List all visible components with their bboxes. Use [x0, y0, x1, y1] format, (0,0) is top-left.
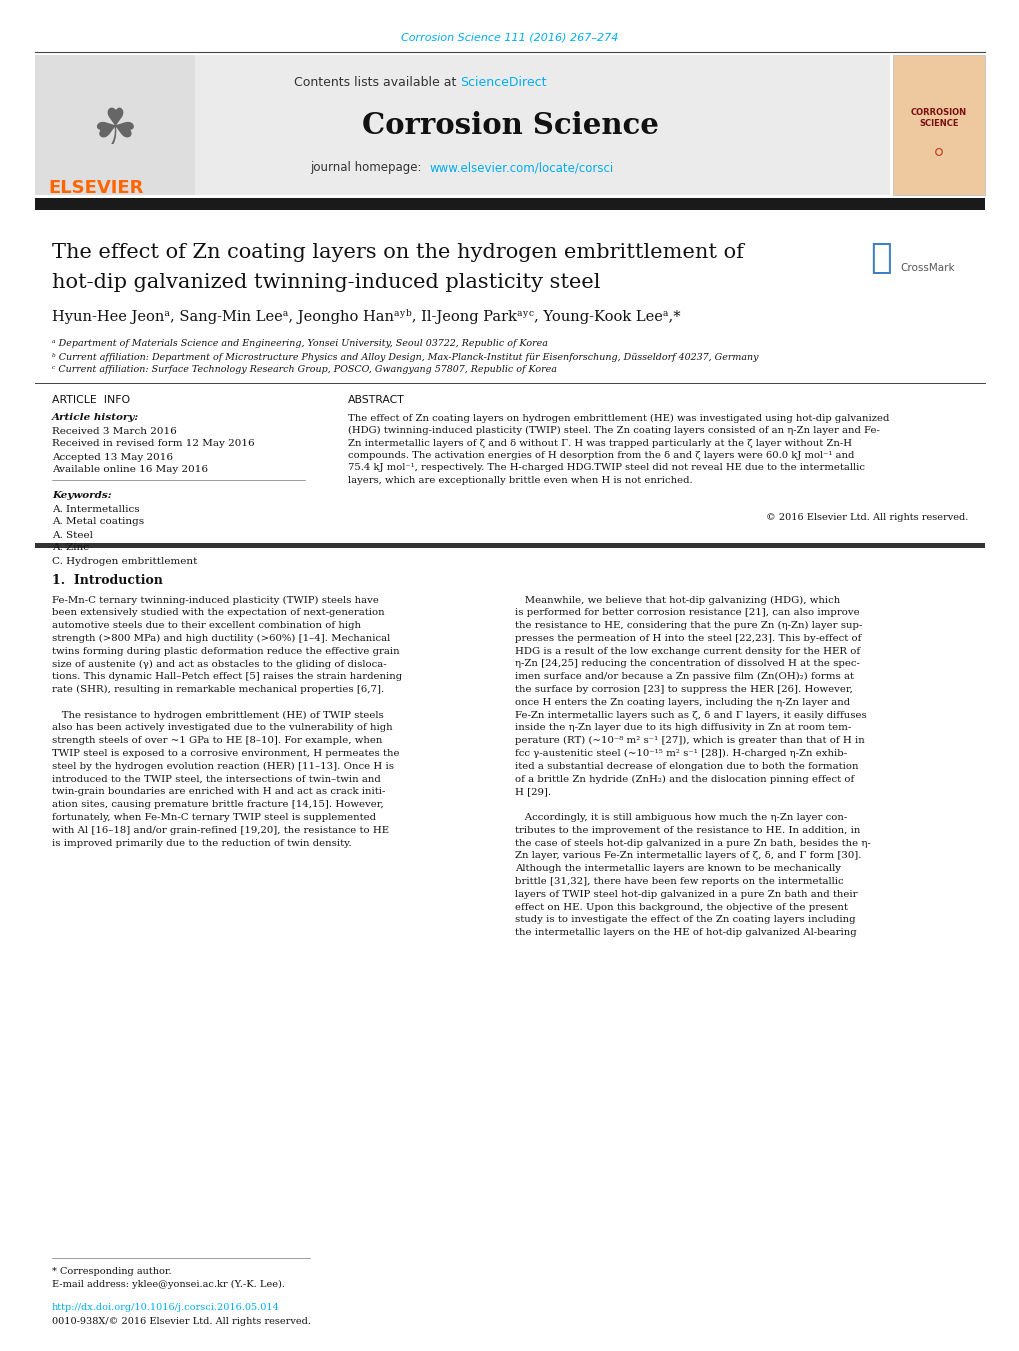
Text: http://dx.doi.org/10.1016/j.corsci.2016.05.014: http://dx.doi.org/10.1016/j.corsci.2016.…	[52, 1304, 279, 1313]
Text: of a brittle Zn hydride (ZnH₂) and the dislocation pinning effect of: of a brittle Zn hydride (ZnH₂) and the d…	[515, 774, 854, 784]
Text: journal homepage:: journal homepage:	[310, 162, 425, 174]
Text: also has been actively investigated due to the vulnerability of high: also has been actively investigated due …	[52, 724, 392, 732]
Text: the resistance to HE, considering that the pure Zn (η-Zn) layer sup-: the resistance to HE, considering that t…	[515, 621, 861, 630]
Text: compounds. The activation energies of H desorption from the δ and ζ layers were : compounds. The activation energies of H …	[347, 451, 854, 459]
Text: is performed for better corrosion resistance [21], can also improve: is performed for better corrosion resist…	[515, 608, 859, 617]
Text: fcc γ-austenitic steel (~10⁻¹⁵ m² s⁻¹ [28]). H-charged η-Zn exhib-: fcc γ-austenitic steel (~10⁻¹⁵ m² s⁻¹ [2…	[515, 748, 847, 758]
Text: size of austenite (γ) and act as obstacles to the gliding of disloca-: size of austenite (γ) and act as obstacl…	[52, 659, 386, 669]
FancyBboxPatch shape	[892, 55, 984, 195]
Text: twin-grain boundaries are enriched with H and act as crack initi-: twin-grain boundaries are enriched with …	[52, 788, 385, 797]
Text: ELSEVIER: ELSEVIER	[48, 178, 144, 197]
Text: Available online 16 May 2016: Available online 16 May 2016	[52, 466, 208, 474]
Text: Ⓡ: Ⓡ	[869, 240, 891, 276]
Text: ARTICLE  INFO: ARTICLE INFO	[52, 394, 130, 405]
Text: twins forming during plastic deformation reduce the effective grain: twins forming during plastic deformation…	[52, 647, 399, 655]
Text: inside the η-Zn layer due to its high diffusivity in Zn at room tem-: inside the η-Zn layer due to its high di…	[515, 724, 851, 732]
Text: ScienceDirect: ScienceDirect	[460, 76, 546, 89]
Text: Received in revised form 12 May 2016: Received in revised form 12 May 2016	[52, 439, 255, 449]
Text: perature (RT) (~10⁻⁸ m² s⁻¹ [27]), which is greater than that of H in: perature (RT) (~10⁻⁸ m² s⁻¹ [27]), which…	[515, 736, 864, 746]
Text: The effect of Zn coating layers on the hydrogen embrittlement of: The effect of Zn coating layers on the h…	[52, 242, 743, 262]
Text: tions. This dynamic Hall–Petch effect [5] raises the strain hardening: tions. This dynamic Hall–Petch effect [5…	[52, 673, 401, 681]
Text: introduced to the TWIP steel, the intersections of twin–twin and: introduced to the TWIP steel, the inters…	[52, 774, 380, 784]
Text: 75.4 kJ mol⁻¹, respectively. The H-charged HDG.TWIP steel did not reveal HE due : 75.4 kJ mol⁻¹, respectively. The H-charg…	[347, 463, 864, 473]
Text: steel by the hydrogen evolution reaction (HER) [11–13]. Once H is: steel by the hydrogen evolution reaction…	[52, 762, 393, 771]
Text: with Al [16–18] and/or grain-refined [19,20], the resistance to HE: with Al [16–18] and/or grain-refined [19…	[52, 825, 388, 835]
FancyBboxPatch shape	[35, 543, 984, 549]
Text: study is to investigate the effect of the Zn coating layers including: study is to investigate the effect of th…	[515, 916, 855, 924]
Text: Article history:: Article history:	[52, 413, 140, 423]
Text: automotive steels due to their excellent combination of high: automotive steels due to their excellent…	[52, 621, 361, 630]
Text: effect on HE. Upon this background, the objective of the present: effect on HE. Upon this background, the …	[515, 902, 847, 912]
FancyBboxPatch shape	[35, 55, 195, 195]
Text: Contents lists available at: Contents lists available at	[293, 76, 460, 89]
Text: Accordingly, it is still ambiguous how much the η-Zn layer con-: Accordingly, it is still ambiguous how m…	[515, 813, 847, 823]
Text: the intermetallic layers on the HE of hot-dip galvanized Al-bearing: the intermetallic layers on the HE of ho…	[515, 928, 856, 938]
Text: E-mail address: yklee@yonsei.ac.kr (Y.-K. Lee).: E-mail address: yklee@yonsei.ac.kr (Y.-K…	[52, 1279, 284, 1289]
Text: strength steels of over ~1 GPa to HE [8–10]. For example, when: strength steels of over ~1 GPa to HE [8–…	[52, 736, 382, 746]
Text: ᶜ Current affiliation: Surface Technology Research Group, POSCO, Gwangyang 57807: ᶜ Current affiliation: Surface Technolog…	[52, 366, 556, 374]
Text: layers of TWIP steel hot-dip galvanized in a pure Zn bath and their: layers of TWIP steel hot-dip galvanized …	[515, 890, 857, 898]
Text: The resistance to hydrogen embrittlement (HE) of TWIP steels: The resistance to hydrogen embrittlement…	[52, 711, 383, 720]
Text: A. Intermetallics: A. Intermetallics	[52, 504, 140, 513]
FancyBboxPatch shape	[35, 55, 890, 195]
Text: Although the intermetallic layers are known to be mechanically: Although the intermetallic layers are kn…	[515, 865, 841, 873]
Text: the surface by corrosion [23] to suppress the HER [26]. However,: the surface by corrosion [23] to suppres…	[515, 685, 852, 694]
Text: ᵃ Department of Materials Science and Engineering, Yonsei University, Seoul 0372: ᵃ Department of Materials Science and En…	[52, 339, 547, 349]
Text: ABSTRACT: ABSTRACT	[347, 394, 405, 405]
Text: A. Zinc: A. Zinc	[52, 543, 89, 553]
Text: Hyun-Hee Jeonᵃ, Sang-Min Leeᵃ, Jeongho Hanᵃʸᵇ, Il-Jeong Parkᵃʸᶜ, Young-Kook Leeᵃ: Hyun-Hee Jeonᵃ, Sang-Min Leeᵃ, Jeongho H…	[52, 308, 680, 323]
Text: A. Metal coatings: A. Metal coatings	[52, 517, 144, 527]
Text: is improved primarily due to the reduction of twin density.: is improved primarily due to the reducti…	[52, 839, 352, 847]
Text: C. Hydrogen embrittlement: C. Hydrogen embrittlement	[52, 557, 198, 566]
Text: Received 3 March 2016: Received 3 March 2016	[52, 427, 176, 435]
Text: TWIP steel is exposed to a corrosive environment, H permeates the: TWIP steel is exposed to a corrosive env…	[52, 748, 399, 758]
Text: Meanwhile, we believe that hot-dip galvanizing (HDG), which: Meanwhile, we believe that hot-dip galva…	[515, 596, 840, 604]
Text: A. Steel: A. Steel	[52, 531, 93, 539]
Text: HDG is a result of the low exchange current density for the HER of: HDG is a result of the low exchange curr…	[515, 647, 859, 655]
Text: once H enters the Zn coating layers, including the η-Zn layer and: once H enters the Zn coating layers, inc…	[515, 698, 849, 707]
Text: brittle [31,32], there have been few reports on the intermetallic: brittle [31,32], there have been few rep…	[515, 877, 843, 886]
Text: tributes to the improvement of the resistance to HE. In addition, in: tributes to the improvement of the resis…	[515, 825, 860, 835]
Text: fortunately, when Fe-Mn-C ternary TWIP steel is supplemented: fortunately, when Fe-Mn-C ternary TWIP s…	[52, 813, 376, 823]
Text: The effect of Zn coating layers on hydrogen embrittlement (HE) was investigated : The effect of Zn coating layers on hydro…	[347, 413, 889, 423]
Text: ᵇ Current affiliation: Department of Microstructure Physics and Alloy Design, Ma: ᵇ Current affiliation: Department of Mic…	[52, 353, 758, 362]
Text: been extensively studied with the expectation of next-generation: been extensively studied with the expect…	[52, 608, 384, 617]
Text: H [29].: H [29].	[515, 788, 550, 797]
Text: CORROSION
SCIENCE: CORROSION SCIENCE	[910, 108, 966, 128]
Text: CrossMark: CrossMark	[899, 263, 954, 273]
Text: ited a substantial decrease of elongation due to both the formation: ited a substantial decrease of elongatio…	[515, 762, 858, 771]
Text: imen surface and/or because a Zn passive film (Zn(OH)₂) forms at: imen surface and/or because a Zn passive…	[515, 673, 853, 681]
Text: 1.  Introduction: 1. Introduction	[52, 574, 163, 586]
Text: presses the permeation of H into the steel [22,23]. This by-effect of: presses the permeation of H into the ste…	[515, 634, 860, 643]
Text: Zn layer, various Fe-Zn intermetallic layers of ζ, δ, and Γ form [30].: Zn layer, various Fe-Zn intermetallic la…	[515, 851, 861, 861]
Text: Zn intermetallic layers of ζ and δ without Γ. H was trapped particularly at the : Zn intermetallic layers of ζ and δ witho…	[347, 439, 851, 447]
Text: hot-dip galvanized twinning-induced plasticity steel: hot-dip galvanized twinning-induced plas…	[52, 273, 600, 293]
Text: the case of steels hot-dip galvanized in a pure Zn bath, besides the η-: the case of steels hot-dip galvanized in…	[515, 839, 870, 847]
Text: layers, which are exceptionally brittle even when H is not enriched.: layers, which are exceptionally brittle …	[347, 476, 692, 485]
FancyBboxPatch shape	[35, 199, 984, 209]
Text: 0010-938X/© 2016 Elsevier Ltd. All rights reserved.: 0010-938X/© 2016 Elsevier Ltd. All right…	[52, 1317, 311, 1327]
Text: Keywords:: Keywords:	[52, 490, 111, 500]
Text: © 2016 Elsevier Ltd. All rights reserved.: © 2016 Elsevier Ltd. All rights reserved…	[765, 513, 967, 523]
Text: Fe-Zn intermetallic layers such as ζ, δ and Γ layers, it easily diffuses: Fe-Zn intermetallic layers such as ζ, δ …	[515, 711, 866, 720]
Text: Corrosion Science 111 (2016) 267–274: Corrosion Science 111 (2016) 267–274	[400, 32, 619, 43]
Text: strength (>800 MPa) and high ductility (>60%) [1–4]. Mechanical: strength (>800 MPa) and high ductility (…	[52, 634, 390, 643]
Text: rate (SHR), resulting in remarkable mechanical properties [6,7].: rate (SHR), resulting in remarkable mech…	[52, 685, 384, 694]
Text: ⚪: ⚪	[931, 145, 945, 162]
Text: ation sites, causing premature brittle fracture [14,15]. However,: ation sites, causing premature brittle f…	[52, 800, 383, 809]
Text: www.elsevier.com/locate/corsci: www.elsevier.com/locate/corsci	[430, 162, 613, 174]
Text: Fe-Mn-C ternary twinning-induced plasticity (TWIP) steels have: Fe-Mn-C ternary twinning-induced plastic…	[52, 596, 378, 604]
Text: ☘: ☘	[93, 105, 138, 154]
Text: (HDG) twinning-induced plasticity (TWIP) steel. The Zn coating layers consisted : (HDG) twinning-induced plasticity (TWIP)…	[347, 426, 879, 435]
Text: Corrosion Science: Corrosion Science	[361, 111, 658, 139]
Text: Accepted 13 May 2016: Accepted 13 May 2016	[52, 453, 173, 462]
Text: η-Zn [24,25] reducing the concentration of dissolved H at the spec-: η-Zn [24,25] reducing the concentration …	[515, 659, 859, 669]
Text: * Corresponding author.: * Corresponding author.	[52, 1267, 171, 1277]
